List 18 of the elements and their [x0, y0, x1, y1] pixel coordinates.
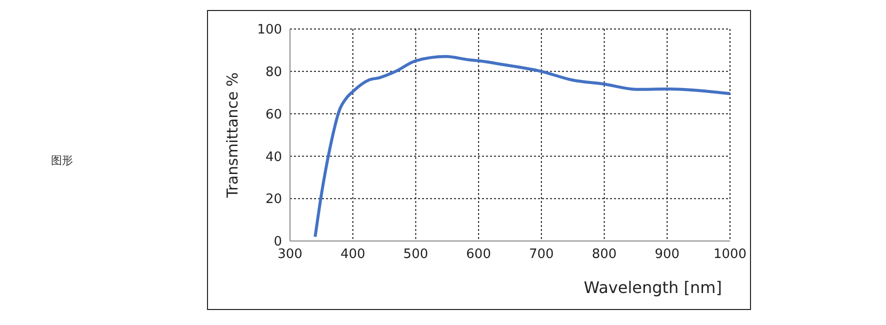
x-tick-label: 700	[529, 247, 554, 262]
y-axis-title: Transmittance %	[223, 72, 242, 199]
x-tick-label: 900	[654, 247, 680, 262]
y-tick-label: 0	[274, 234, 282, 250]
y-tick-label: 40	[265, 150, 282, 165]
x-tick-label: 500	[403, 247, 428, 262]
y-tick-label: 20	[265, 192, 282, 208]
y-tick-label: 80	[265, 65, 282, 80]
y-tick-label: 100	[257, 22, 282, 38]
x-axis-title: Wavelength [nm]	[584, 278, 722, 297]
text: 图形	[51, 153, 73, 168]
x-tick-label: 300	[278, 247, 302, 262]
x-tick-label: 600	[466, 247, 491, 262]
y-tick-label: 60	[265, 107, 282, 122]
x-tick-label: 400	[340, 247, 366, 262]
x-tick-label: 1000	[713, 247, 747, 262]
x-tick-label: 800	[592, 247, 617, 262]
line-series	[314, 55, 730, 238]
